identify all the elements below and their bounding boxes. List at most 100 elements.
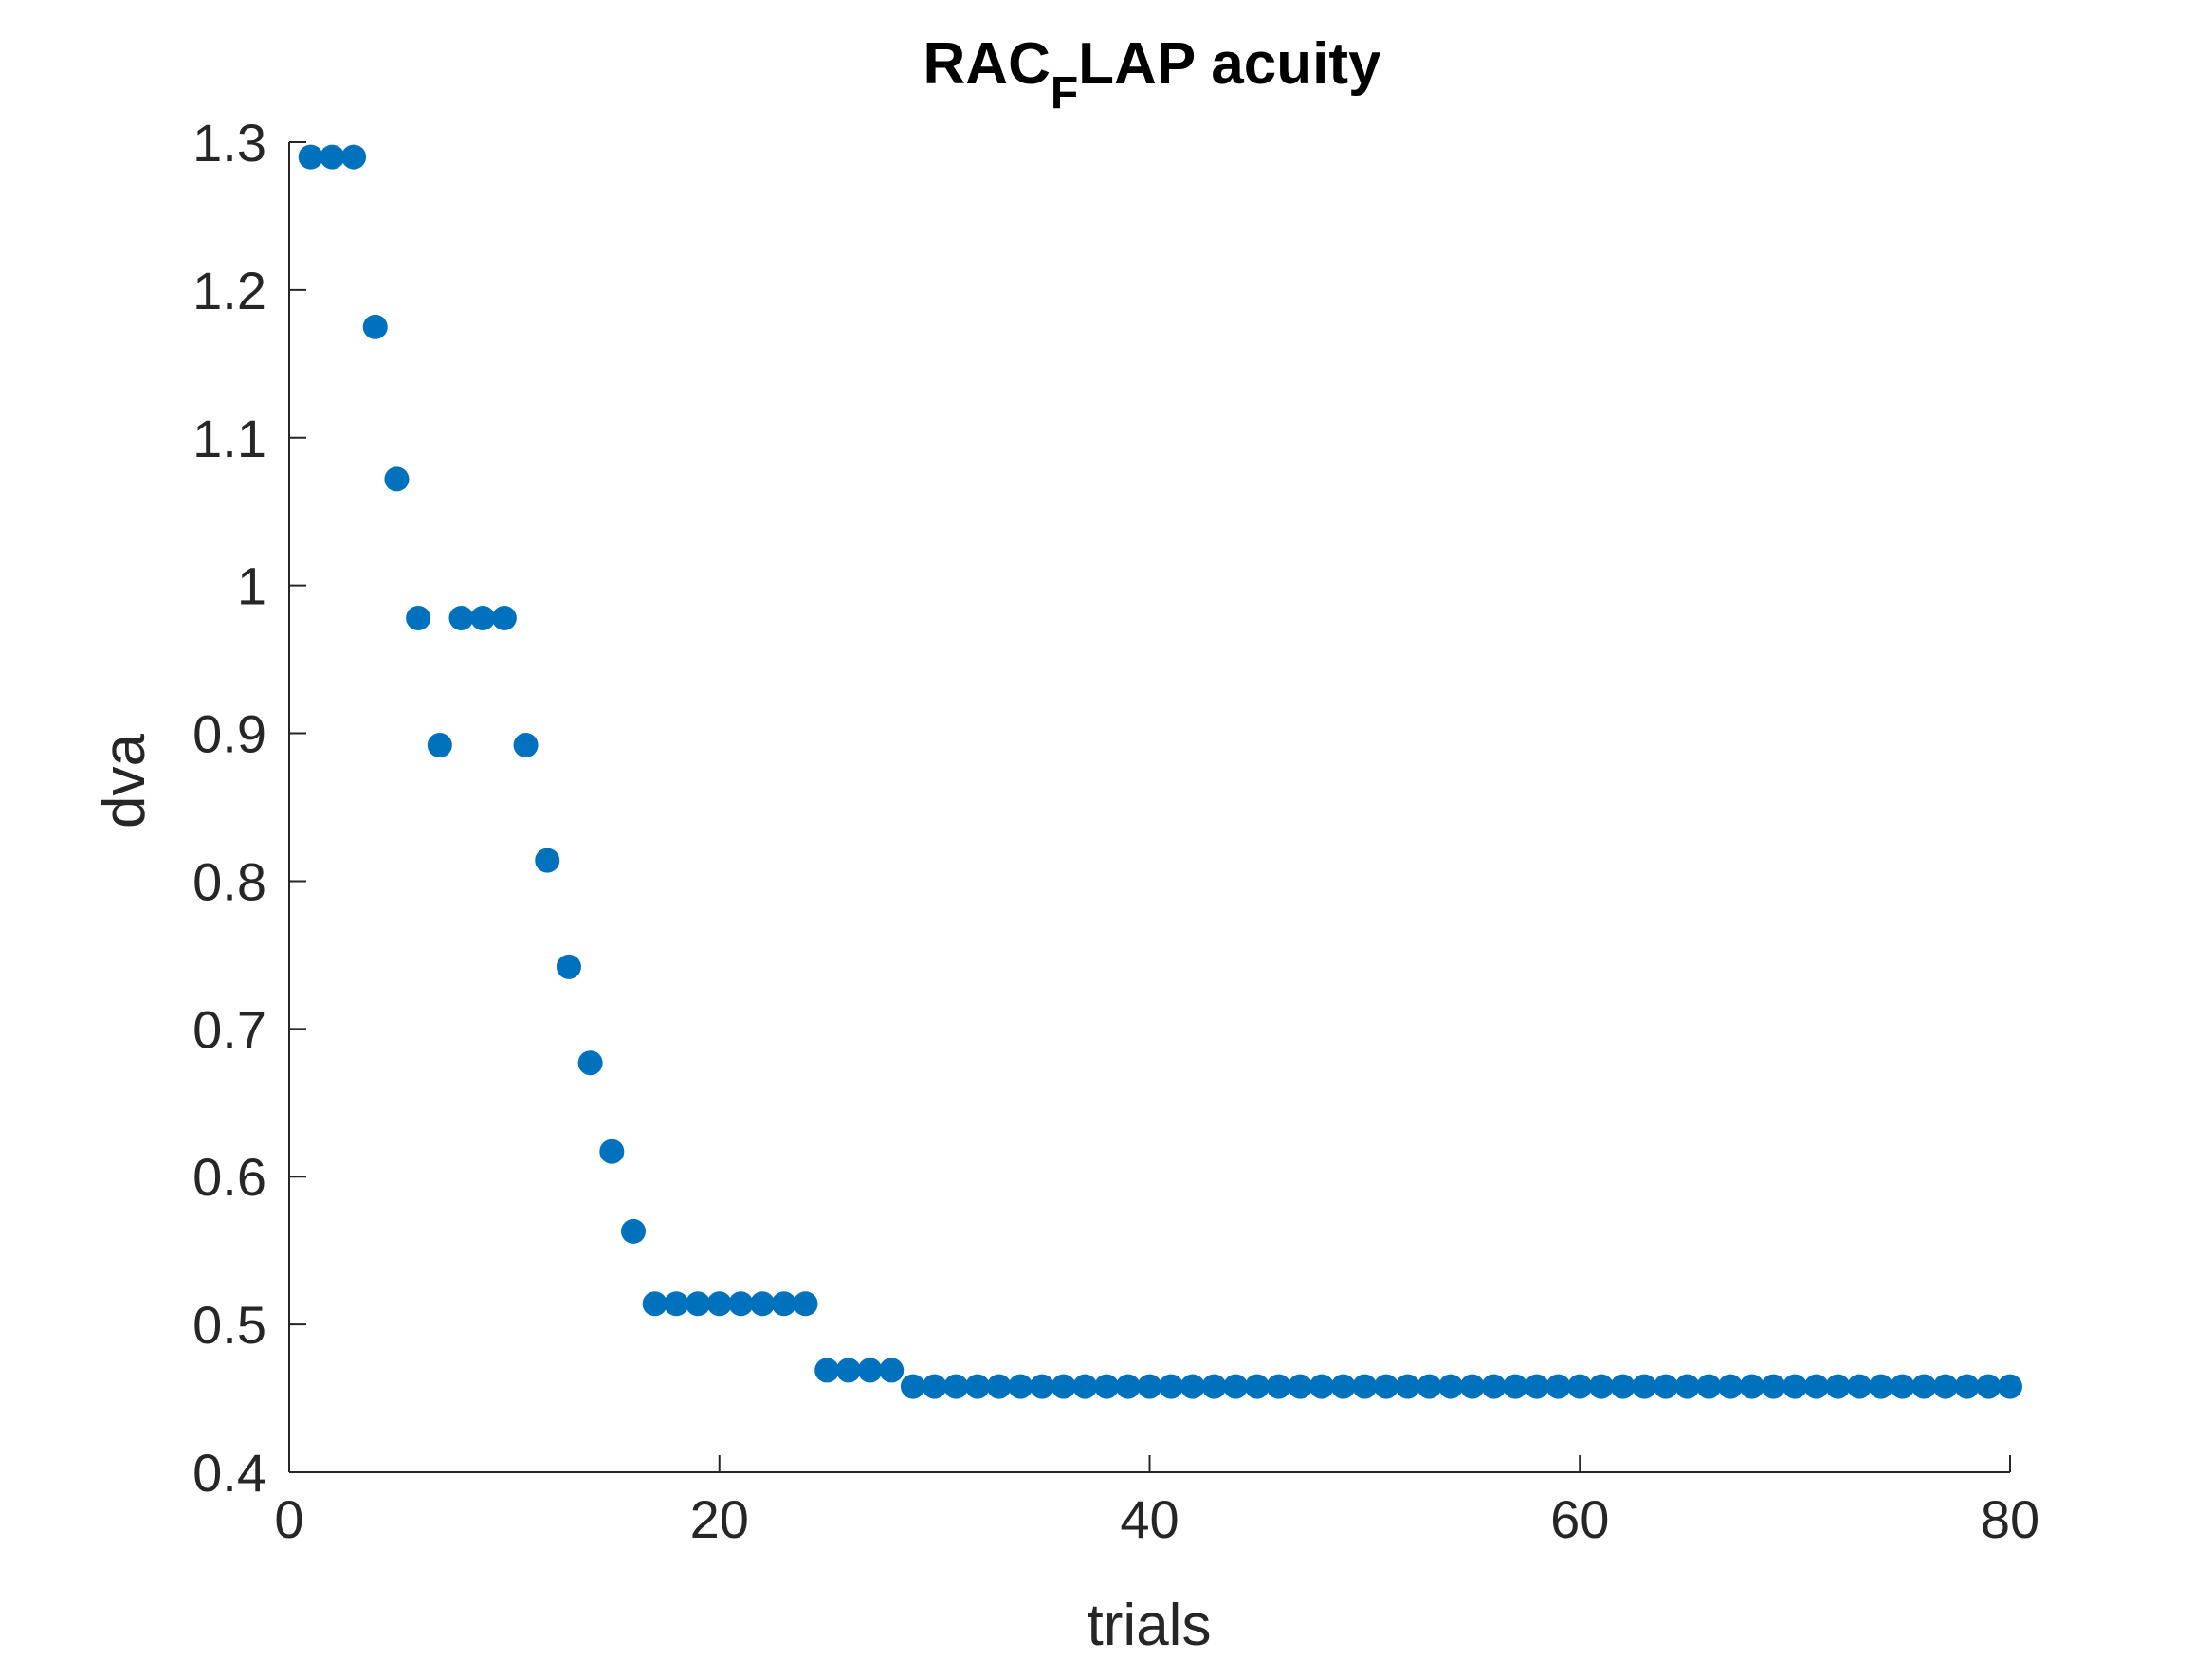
data-point: [470, 605, 496, 630]
data-point: [535, 848, 560, 873]
data-point: [1761, 1374, 1786, 1399]
data-point: [1137, 1374, 1162, 1399]
y-tick-label: 0.5: [192, 1295, 266, 1355]
data-point: [298, 144, 323, 170]
data-point: [1911, 1374, 1937, 1399]
data-point: [1803, 1374, 1829, 1399]
data-point: [1674, 1374, 1700, 1399]
data-point: [879, 1358, 905, 1383]
data-point: [793, 1291, 818, 1317]
data-point: [922, 1374, 947, 1399]
data-point: [1288, 1374, 1313, 1399]
data-point: [621, 1218, 646, 1244]
data-point: [1223, 1374, 1249, 1399]
data-point: [857, 1358, 883, 1383]
y-tick-label: 1.3: [192, 113, 266, 173]
data-point: [1954, 1374, 1980, 1399]
data-point: [986, 1374, 1012, 1399]
data-point: [1179, 1374, 1205, 1399]
data-point: [1782, 1374, 1808, 1399]
x-tick-label: 0: [274, 1489, 303, 1549]
chart-title: RACFLAP acuity: [923, 31, 1381, 118]
data-point: [1567, 1374, 1593, 1399]
data-point: [1309, 1374, 1334, 1399]
data-point: [943, 1374, 969, 1399]
data-point: [1417, 1374, 1442, 1399]
x-tick-label: 40: [1120, 1489, 1179, 1549]
data-point: [1008, 1374, 1033, 1399]
y-axis-ticks: 0.4 0.5 0.6 0.7 0.8 0.9 1 1.1 1.2 1.3: [192, 113, 306, 1503]
data-point: [900, 1374, 925, 1399]
data-point: [1503, 1374, 1528, 1399]
data-point: [1395, 1374, 1420, 1399]
data-point: [1115, 1374, 1141, 1399]
data-point: [1352, 1374, 1378, 1399]
data-point: [1051, 1374, 1076, 1399]
y-tick-label: 1: [237, 556, 266, 616]
data-point: [406, 605, 431, 630]
data-point: [491, 605, 517, 630]
y-axis-label: dva: [92, 734, 157, 829]
y-tick-label: 0.7: [192, 999, 266, 1059]
data-point: [1932, 1374, 1958, 1399]
data-point: [362, 314, 388, 339]
data-point: [1890, 1374, 1915, 1399]
data-point: [320, 144, 345, 170]
data-point: [341, 144, 367, 170]
data-point: [448, 605, 474, 630]
data-point: [1072, 1374, 1098, 1399]
data-point: [427, 733, 452, 758]
y-tick-label: 0.8: [192, 851, 266, 911]
axes: [288, 142, 2010, 1473]
data-point: [664, 1291, 689, 1317]
data-point: [556, 954, 581, 979]
data-point: [1654, 1374, 1678, 1399]
y-tick-label: 0.6: [192, 1147, 266, 1207]
data-point: [771, 1291, 796, 1317]
data-point: [1588, 1374, 1614, 1399]
data-point: [1030, 1374, 1055, 1399]
data-point: [1524, 1374, 1549, 1399]
data-point: [814, 1358, 840, 1383]
data-point: [1374, 1374, 1399, 1399]
data-point: [1696, 1374, 1722, 1399]
x-tick-label: 60: [1550, 1489, 1609, 1549]
y-tick-label: 1.2: [192, 261, 266, 320]
data-point: [1094, 1374, 1120, 1399]
data-point: [1825, 1374, 1851, 1399]
y-tick-label: 0.4: [192, 1443, 266, 1503]
data-point: [686, 1291, 711, 1317]
data-point: [750, 1291, 776, 1317]
data-point: [1610, 1374, 1636, 1399]
data-point: [1868, 1374, 1893, 1399]
data-point: [1718, 1374, 1744, 1399]
data-point: [706, 1291, 732, 1317]
data-point: [1632, 1374, 1657, 1399]
chart-title-suffix: LAP acuity: [1078, 31, 1381, 97]
y-tick-label: 1.1: [192, 409, 266, 468]
data-point: [513, 733, 539, 758]
data-point: [1481, 1374, 1507, 1399]
data-point: [642, 1291, 667, 1317]
data-point: [1159, 1374, 1184, 1399]
data-point: [577, 1050, 603, 1076]
data-point: [1545, 1374, 1571, 1399]
data-point: [1998, 1374, 2022, 1399]
data-point: [1976, 1374, 2002, 1399]
x-tick-label: 20: [690, 1489, 749, 1549]
data-point: [1739, 1374, 1764, 1399]
data-point: [1244, 1374, 1270, 1399]
data-points: [298, 144, 2022, 1399]
data-point: [965, 1374, 990, 1399]
data-point: [1266, 1374, 1291, 1399]
data-point: [1459, 1374, 1485, 1399]
x-tick-label: 80: [1981, 1489, 2039, 1549]
data-point: [599, 1139, 625, 1164]
data-point: [1847, 1374, 1873, 1399]
y-tick-label: 0.9: [192, 704, 266, 764]
data-point: [1330, 1374, 1356, 1399]
x-axis-label: trials: [1088, 1593, 1212, 1658]
x-axis-ticks: 0 20 40 60 80: [274, 1455, 2039, 1549]
data-point: [728, 1291, 754, 1317]
